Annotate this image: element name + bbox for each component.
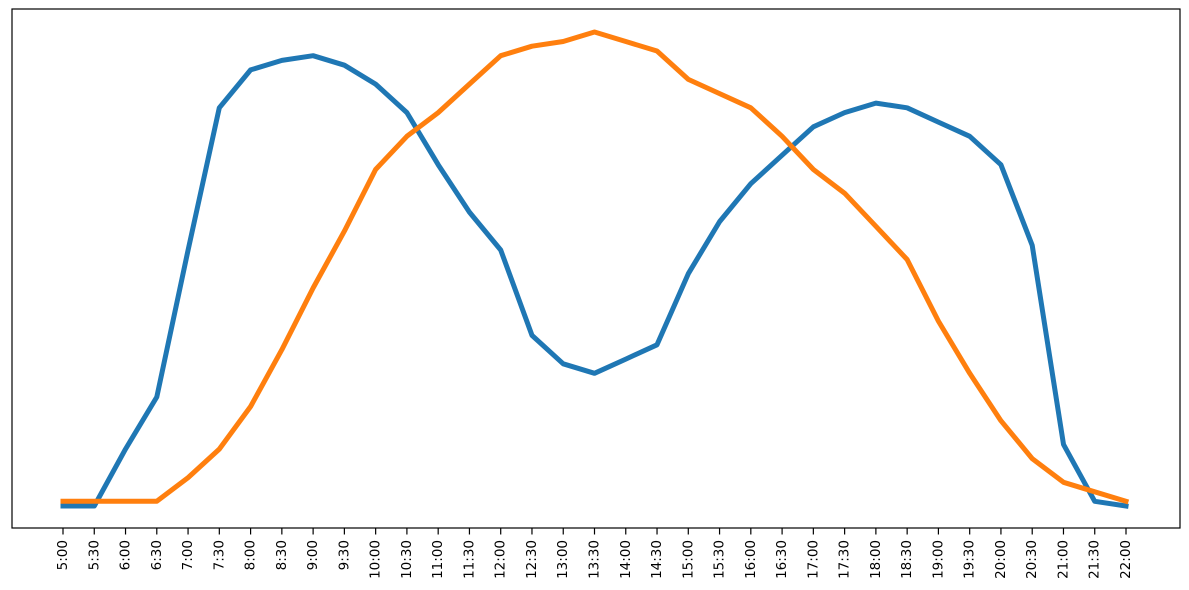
x-tick-label: 8:00 [243,540,259,570]
x-tick-label: 18:30 [899,540,915,579]
x-tick-label: 13:30 [587,540,603,579]
x-tick-label: 6:30 [149,540,165,570]
x-tick-label: 9:30 [336,540,352,570]
x-tick-label: 20:00 [993,540,1009,579]
x-tick-label: 17:00 [805,540,821,579]
x-tick-label: 19:30 [962,540,978,579]
x-tick-label: 6:00 [118,540,134,570]
x-tick-label: 15:00 [680,540,696,579]
x-tick-label: 22:00 [1118,540,1134,579]
x-tick-label: 11:30 [461,540,477,579]
x-tick-label: 14:30 [649,540,665,579]
x-tick-label: 9:00 [305,540,321,570]
series-2-midday-peak-line [60,29,1130,505]
x-tick-label: 21:00 [1055,540,1071,579]
plot-frame [11,8,1181,529]
x-tick-label: 14:00 [618,540,634,579]
x-tick-label: 20:30 [1024,540,1040,579]
x-tick-label: 19:00 [930,540,946,579]
x-tick-label: 5:00 [55,540,71,570]
x-tick-label: 18:00 [868,540,884,579]
x-tick-label: 15:30 [712,540,728,579]
x-tick-label: 16:00 [743,540,759,579]
x-tick-label: 7:00 [180,540,196,570]
x-tick-label: 10:00 [368,540,384,579]
x-tick-label: 10:30 [399,540,415,579]
x-tick-label: 8:30 [274,540,290,570]
x-tick-label: 7:30 [211,540,227,570]
series-1-bimodal-line [60,53,1129,509]
x-tick-label: 16:30 [774,540,790,579]
x-tick-label: 12:00 [493,540,509,579]
x-axis-ticks: 5:00 5:30 6:00 6:30 7:00 7:30 8:00 8:30 9:00 9:30… [55,528,1134,579]
x-tick-label: 11:00 [430,540,446,579]
x-tick-label: 12:30 [524,540,540,579]
x-tick-label: 5:30 [86,540,102,570]
x-tick-label: 17:30 [837,540,853,579]
x-tick-label: 21:30 [1087,540,1103,579]
x-tick-label: 13:00 [555,540,571,579]
